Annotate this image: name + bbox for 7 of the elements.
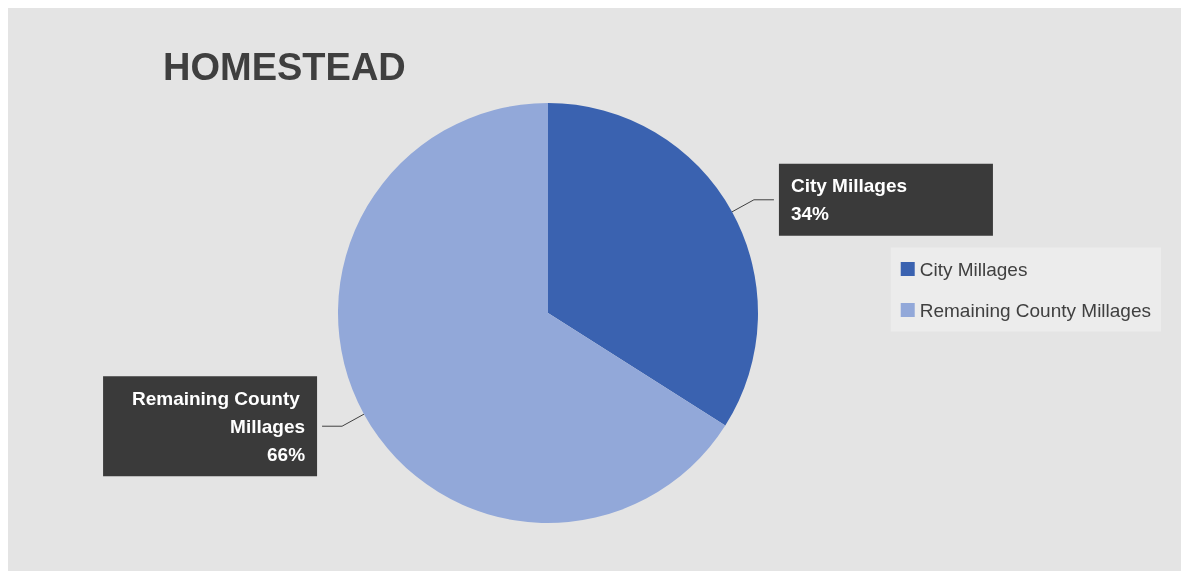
- legend-label: Remaining County Millages: [919, 299, 1152, 321]
- slice-label: City Millages: [790, 175, 908, 197]
- data-label: 66%: [267, 443, 306, 465]
- chart-title: HOMESTEAD: [163, 46, 406, 88]
- legend-label: City Millages: [919, 258, 1028, 280]
- data-label: 34%: [790, 203, 830, 225]
- slice-label: Remaining County Millages: [131, 387, 306, 437]
